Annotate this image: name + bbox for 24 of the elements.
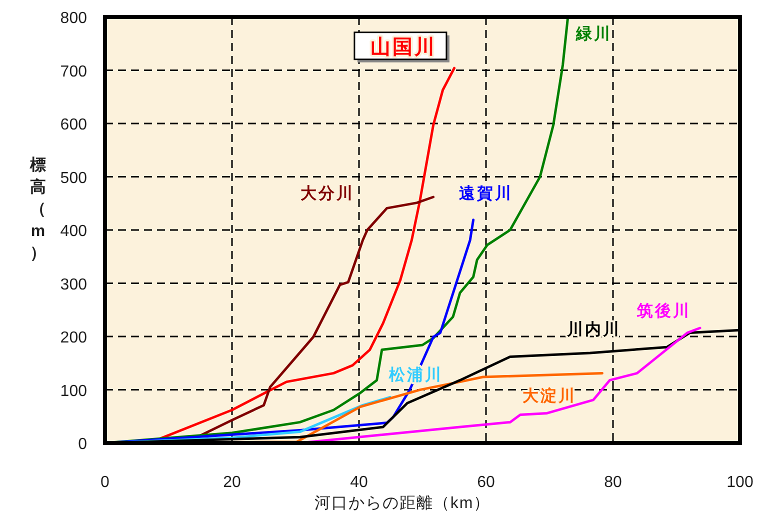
x-tick-label: 20 [223, 474, 241, 491]
y-tick-label: 0 [78, 436, 88, 453]
series-label: 大分川 [300, 184, 354, 203]
x-tick-label: 40 [350, 474, 368, 491]
series-label: 筑後川 [636, 302, 691, 320]
y-tick-label: 400 [60, 223, 88, 240]
y-axis-title: 標高（m） [29, 156, 46, 262]
x-tick-label: 0 [100, 474, 110, 491]
x-axis-title: 河口からの距離（km） [314, 494, 491, 512]
x-tick-label: 60 [477, 474, 495, 491]
y-tick-label: 300 [60, 276, 88, 294]
y-tick-label: 600 [60, 116, 88, 134]
y-tick-label: 200 [60, 330, 88, 346]
x-tick-label: 80 [604, 474, 622, 491]
series-label: 川内川 [566, 320, 621, 339]
y-tick-label: 100 [60, 382, 88, 400]
y-tick-label: 500 [60, 170, 88, 187]
series-label: 山国川 [370, 36, 436, 58]
x-tick-label: 100 [726, 474, 754, 491]
series-label: 大淀川 [522, 387, 576, 406]
series-label: 遠賀川 [458, 184, 513, 203]
y-tick-label: 700 [60, 63, 88, 80]
y-tick-label: 800 [60, 10, 88, 27]
series-label: 緑川 [574, 24, 612, 43]
